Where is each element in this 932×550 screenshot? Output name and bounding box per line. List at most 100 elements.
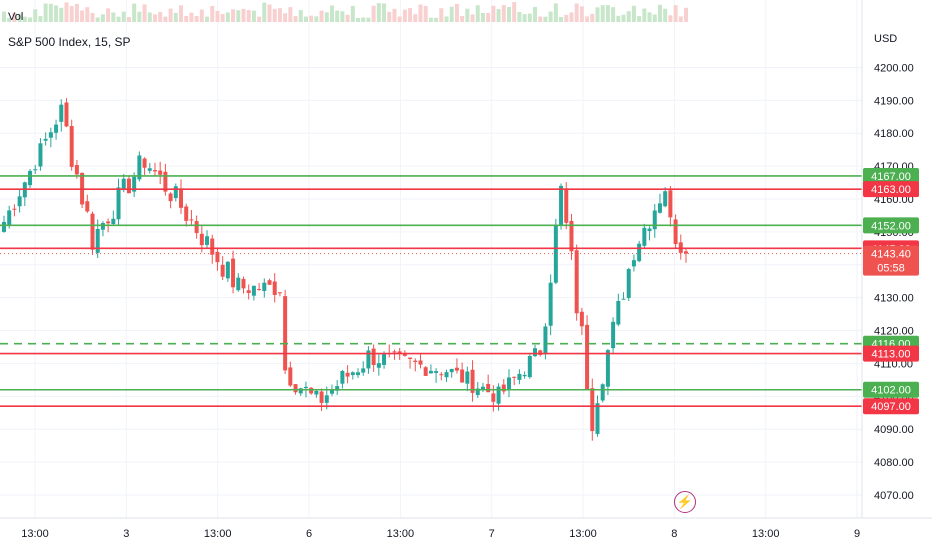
volume-bar: [28, 17, 33, 22]
volume-bar: [564, 14, 569, 22]
volume-bar: [512, 2, 517, 23]
candle-body: [194, 221, 199, 234]
volume-bar: [220, 14, 225, 22]
candle-body: [626, 269, 631, 298]
candle-body: [673, 219, 678, 245]
candle-body: [439, 374, 444, 376]
volume-bar: [116, 16, 121, 22]
candle-body: [605, 350, 610, 387]
level-tag-label: 4163.00: [871, 184, 911, 196]
volume-bar: [100, 14, 105, 22]
candle-body: [335, 386, 340, 391]
candle-body: [480, 386, 485, 390]
volume-bar: [382, 3, 387, 23]
candle-body: [106, 221, 111, 224]
candle-body: [449, 368, 454, 373]
candle-body: [579, 311, 584, 327]
volume-bar: [163, 16, 168, 22]
volume-bar: [277, 8, 282, 22]
volume-label: Vol: [8, 11, 24, 23]
candle-body: [132, 176, 137, 192]
candle-body: [199, 233, 204, 246]
volume-bar: [173, 12, 178, 22]
volume-bar: [215, 10, 220, 22]
candle-body: [595, 403, 600, 434]
candle-body: [637, 243, 642, 262]
x-tick-label: 13:00: [752, 528, 780, 540]
level-tag-label: 4097.00: [871, 401, 911, 413]
volume-bar: [225, 12, 230, 22]
candle-body: [69, 126, 74, 167]
x-tick-label: 13:00: [569, 528, 597, 540]
volume-bar: [48, 3, 53, 22]
candle-body: [64, 102, 69, 127]
time-axis[interactable]: 13:00 3 13:00 6 13:00 7 13:00 8 13:00 9: [0, 517, 932, 540]
volume-bar: [652, 14, 657, 22]
volume-bar: [59, 7, 64, 23]
volume-bar: [298, 10, 303, 22]
price-axis[interactable]: USD 4070.004080.004090.004100.004110.004…: [861, 0, 932, 518]
volume-bar: [402, 9, 407, 22]
candle-body: [356, 372, 361, 376]
volume-bar: [611, 7, 616, 22]
volume-bar: [64, 2, 69, 22]
volume-bar: [80, 10, 85, 22]
volume-bar: [210, 5, 215, 23]
volume-bar: [475, 5, 480, 22]
lightning-icon[interactable]: ⚡: [674, 491, 696, 513]
level-tag: [863, 381, 919, 398]
candle-body: [38, 143, 43, 167]
volume-bar: [111, 12, 116, 22]
volume-bar: [147, 12, 152, 22]
volume-bar: [642, 8, 647, 22]
volume-bar: [251, 10, 256, 22]
candle-body: [470, 369, 475, 393]
volume-bar: [309, 15, 314, 22]
volume-bar: [314, 16, 319, 22]
y-tick-label: 4200.00: [874, 62, 914, 74]
candle-body: [2, 221, 6, 232]
volume-bar: [392, 8, 397, 22]
level-tag: [863, 398, 919, 415]
volume-bar: [288, 7, 293, 22]
x-tick-label: 13:00: [21, 528, 49, 540]
volume-bar: [272, 8, 277, 22]
candle-body: [267, 280, 272, 285]
volume-bar: [231, 9, 236, 22]
volume-bar: [434, 17, 439, 22]
volume-bar: [2, 11, 6, 22]
volume-bar: [553, 3, 558, 22]
candle-body: [111, 218, 116, 224]
volume-bar: [329, 5, 334, 22]
volume-bar: [132, 3, 137, 22]
candle-body: [366, 350, 371, 369]
candle-body: [434, 371, 439, 373]
volume-bar: [12, 12, 17, 22]
candle-body: [611, 321, 616, 349]
volume-bar: [397, 16, 402, 22]
volume-bar: [522, 14, 527, 22]
candle-body: [17, 196, 22, 207]
candle-body: [126, 178, 131, 194]
volume-bar: [95, 17, 100, 22]
x-tick-label: 13:00: [204, 528, 232, 540]
candle-body: [647, 228, 652, 232]
volume-bar: [85, 7, 90, 22]
volume-bar: [501, 5, 506, 22]
candle-body: [491, 393, 496, 402]
volume-bar: [184, 15, 189, 22]
volume-bar: [69, 5, 74, 22]
candle-body: [631, 260, 636, 267]
volume-bar: [423, 6, 428, 23]
volume-bar: [631, 5, 636, 22]
volume-bar: [517, 11, 522, 22]
candle-body: [569, 220, 574, 252]
candle-body: [397, 351, 402, 354]
x-tick-label: 7: [489, 528, 495, 540]
price-levels: [0, 175, 862, 407]
symbol-legend[interactable]: S&P 500 Index, 15, SP: [8, 35, 131, 49]
volume-bar: [179, 5, 184, 23]
candle-body: [533, 348, 538, 357]
candle-body: [361, 368, 366, 373]
